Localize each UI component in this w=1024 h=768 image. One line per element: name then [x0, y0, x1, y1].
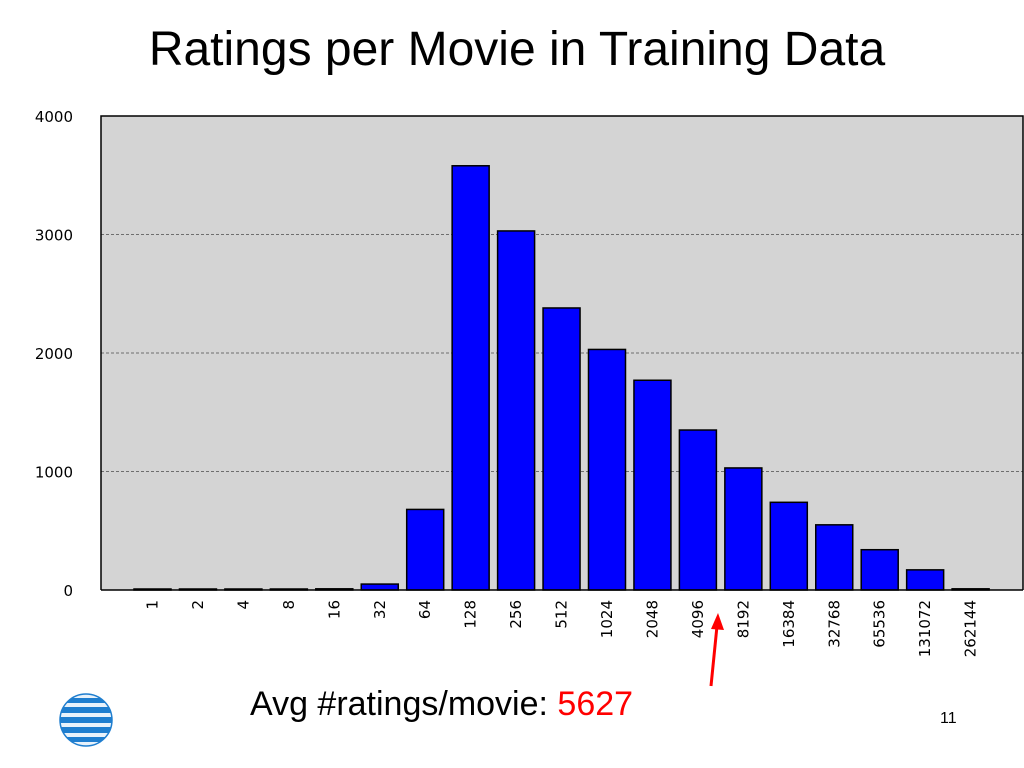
x-tick-label: 16 [325, 600, 343, 619]
x-tick-label: 4096 [689, 600, 707, 638]
arrow-shaft [709, 625, 719, 687]
x-tick-label: 1024 [598, 600, 616, 638]
x-tick-label: 1 [144, 600, 162, 610]
plot-border [100, 115, 1024, 590]
bar-16384 [769, 501, 809, 591]
x-tick-label: 4 [234, 600, 252, 610]
att-globe-icon [59, 693, 113, 747]
bar-2048 [633, 379, 672, 591]
arrow-head [711, 613, 724, 630]
x-tick-label: 262144 [962, 600, 980, 657]
bar-8192 [724, 467, 763, 591]
slide-title: Ratings per Movie in Training Data [148, 23, 886, 76]
x-tick-label: 64 [416, 600, 434, 619]
bar-4096 [678, 429, 718, 591]
average-caption-label: Avg #ratings/movie: [250, 685, 558, 723]
average-caption-value: 5627 [557, 685, 634, 723]
y-axis-tick-labels: 0 1000 2000 3000 4000 [35, 108, 73, 600]
bar-128 [451, 165, 490, 591]
slide-number: 11 [940, 710, 957, 727]
y-tick-label: 3000 [35, 227, 73, 245]
x-tick-label: 256 [507, 600, 525, 629]
x-tick-label: 32768 [825, 600, 843, 648]
x-tick-label: 2048 [643, 600, 661, 638]
y-tick-label: 0 [63, 582, 73, 600]
y-tick-label: 1000 [35, 464, 73, 482]
bar-64 [405, 508, 445, 591]
plot-frame [100, 115, 1024, 591]
x-axis-tick-labels: 1 2 4 8 16 32 64 128 256 512 1024 2048 4096 8192 16384… [144, 600, 980, 657]
bar-131072 [905, 569, 945, 591]
bar-65536 [860, 548, 899, 591]
x-tick-label: 16384 [780, 600, 798, 648]
x-tick-label: 8192 [734, 600, 752, 638]
bar-32768 [815, 524, 854, 591]
bar-1024 [587, 348, 627, 591]
bar-256 [496, 230, 536, 591]
x-tick-label: 131072 [916, 600, 934, 657]
y-tick-label: 2000 [35, 345, 73, 363]
bar-512 [542, 307, 581, 591]
x-tick-label: 128 [462, 600, 480, 629]
x-tick-label: 2 [189, 600, 207, 610]
bars [133, 165, 990, 591]
x-tick-label: 8 [280, 600, 298, 610]
average-caption: Avg #ratings/movie: 5627 [250, 687, 633, 721]
bar-32 [360, 583, 399, 591]
y-tick-label: 4000 [35, 108, 73, 126]
x-tick-label: 32 [371, 600, 389, 619]
x-tick-label: 512 [553, 600, 571, 629]
x-tick-label: 65536 [871, 600, 889, 648]
average-arrow [709, 613, 724, 687]
